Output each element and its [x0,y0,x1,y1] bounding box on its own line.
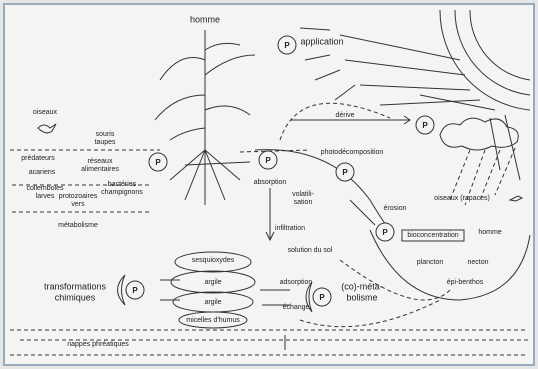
label: bactéries [108,181,137,188]
label: absorption [254,179,287,186]
label: necton [467,259,488,266]
pesticide-label: P [342,168,348,177]
label: échange [283,304,310,311]
pesticide-circle [415,115,435,135]
label: homme [478,229,501,236]
label: bolisme [346,292,377,302]
pesticide-label: P [132,286,138,295]
pesticide-label: P [284,41,290,50]
label: dérive [335,112,354,119]
label: adsorption [280,279,313,286]
label: souris [96,131,115,138]
pesticide-circle [312,287,332,307]
label: oiseaux [33,109,58,116]
label: sesquioxydes [192,257,235,264]
pesticide-circle [148,152,168,172]
label: vers [71,201,85,208]
label: alimentaires [81,166,119,173]
pesticide-label: P [422,121,428,130]
pesticide-circle [335,162,355,182]
label: nappes phréatiques [67,341,129,348]
pesticide-label: P [319,293,325,302]
label: sation [294,199,313,206]
label: larves [36,193,55,200]
pesticide-circle [258,150,278,170]
label: infiltration [275,225,305,232]
label: homme [190,14,220,24]
label: argile [204,279,221,286]
label: taupes [94,139,116,146]
label: protozoaires [59,193,98,200]
label: acariens [29,169,56,176]
label: transformations [44,281,107,291]
pesticide-label: P [382,228,388,237]
label: solution du sol [288,247,333,254]
label: métabolisme [58,222,98,229]
label: plancton [417,259,444,266]
pesticide-label: P [265,156,271,165]
label: application [300,36,343,46]
label: micelles d'humus [186,317,240,324]
label: argile [204,299,221,306]
pesticide-circle [125,280,145,300]
pesticide-label: P [155,158,161,167]
artwork [10,9,531,356]
label: épi-benthos [447,279,484,286]
label: bioconcentration [407,232,458,239]
label: collemboles [27,185,64,192]
label: photodécomposition [321,149,384,156]
label: chimiques [55,292,96,302]
label: prédateurs [21,155,55,162]
label: (co)-méta- [341,281,383,291]
label: érosion [384,205,407,212]
label: champignons [101,189,143,196]
pesticide-circle [375,222,395,242]
label: oiseaux (rapaces) [434,195,490,202]
label: réseaux [88,158,113,165]
pesticide-circle [277,35,297,55]
label: volatili- [292,191,314,198]
